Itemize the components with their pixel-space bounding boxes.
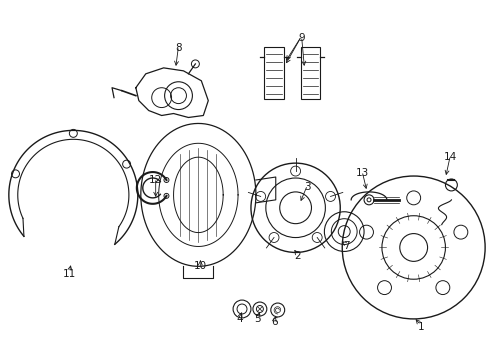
Text: 2: 2 [294, 251, 300, 261]
Text: 13: 13 [355, 168, 368, 178]
Text: 5: 5 [254, 314, 261, 324]
Text: 1: 1 [416, 322, 423, 332]
Text: 8: 8 [175, 43, 182, 53]
Text: 3: 3 [304, 182, 310, 192]
Text: 12: 12 [149, 175, 162, 185]
Text: 9: 9 [298, 33, 304, 43]
Text: 6: 6 [271, 317, 278, 327]
Text: 4: 4 [236, 314, 243, 324]
Text: 11: 11 [62, 269, 76, 279]
Text: 10: 10 [193, 261, 206, 271]
Text: 14: 14 [443, 152, 456, 162]
Text: 7: 7 [342, 242, 349, 251]
